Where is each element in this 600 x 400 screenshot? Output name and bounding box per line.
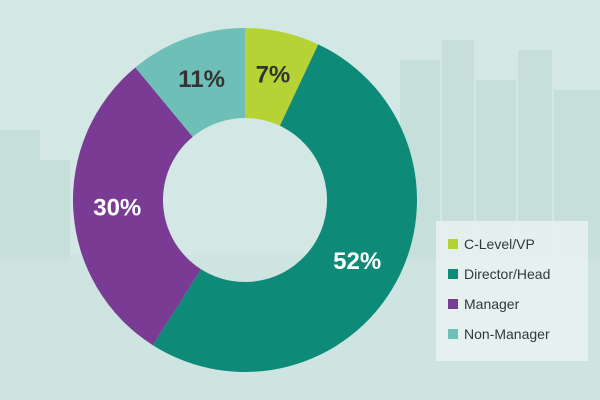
chart-data-labels: 7% 52% 30% 11%	[93, 62, 381, 276]
data-label-non-manager: 11%	[178, 66, 225, 93]
chart-slices	[73, 28, 418, 373]
legend-swatch	[448, 239, 458, 249]
legend-item-director-head: Director/Head	[448, 259, 588, 289]
legend-item-c-level-vp: C-Level/VP	[448, 229, 588, 259]
legend-item-manager: Manager	[448, 289, 588, 319]
slice-c-level-vp	[245, 28, 319, 126]
slice-director-head	[152, 44, 418, 373]
legend-label: Manager	[464, 296, 520, 312]
legend-label: Non-Manager	[464, 326, 550, 342]
chart-legend: C-Level/VP Director/Head Manager Non-Man…	[436, 221, 588, 361]
legend-label: C-Level/VP	[464, 236, 535, 252]
legend-swatch	[448, 269, 458, 279]
data-label-director-head: 52%	[333, 248, 381, 275]
legend-swatch	[448, 299, 458, 309]
data-label-c-level-vp: 7%	[256, 62, 291, 89]
data-label-manager: 30%	[93, 195, 141, 222]
legend-item-non-manager: Non-Manager	[448, 319, 588, 349]
slice-manager	[73, 67, 202, 346]
slice-non-manager	[135, 28, 245, 137]
legend-label: Director/Head	[464, 266, 551, 282]
legend-swatch	[448, 329, 458, 339]
